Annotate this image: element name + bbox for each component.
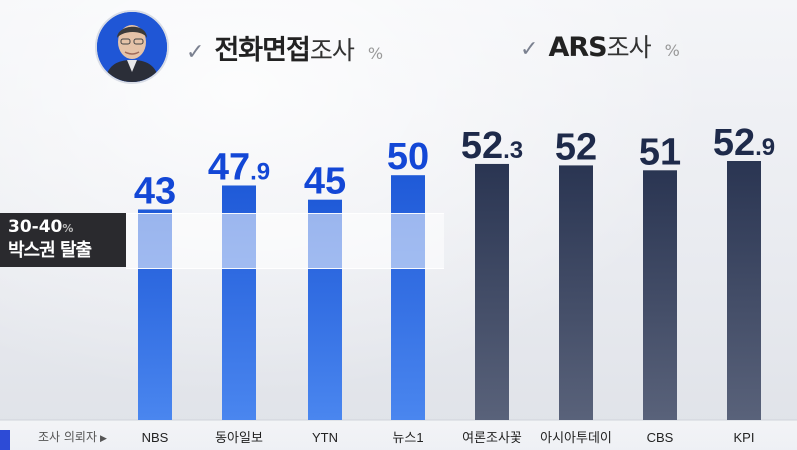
data-label-아시아투데이: 52 — [555, 126, 597, 168]
range-highlight-band — [126, 213, 444, 269]
x-axis-caption: 조사 의뢰자 ▶ — [38, 428, 107, 445]
phone-survey-title-bold: 전화면접 — [214, 35, 310, 66]
corner-accent — [0, 430, 10, 450]
category-label-CBS: CBS — [647, 430, 674, 445]
data-label-동아일보: 47.9 — [208, 146, 270, 188]
badge-unit: % — [62, 222, 74, 235]
category-label-KPI: KPI — [734, 430, 755, 445]
category-label-NBS: NBS — [142, 430, 169, 445]
bar-KPI — [727, 161, 761, 420]
data-label-여론조사꽃: 52.3 — [461, 125, 523, 167]
category-label-아시아투데이: 아시아투데이 — [540, 430, 612, 445]
data-label-KPI: 52.9 — [713, 122, 775, 164]
ars-survey-unit: % — [664, 41, 680, 60]
person-portrait-icon — [97, 12, 167, 82]
bar-뉴스1 — [391, 175, 425, 420]
triangle-right-icon: ▶ — [100, 434, 107, 444]
phone-survey-header: ✓ 전화면접 조사 % — [186, 28, 383, 68]
phone-survey-unit: % — [367, 44, 384, 63]
data-label-CBS: 51 — [639, 131, 681, 173]
ars-survey-title-bold: ARS — [548, 32, 607, 63]
badge-range: 30-40 — [8, 217, 63, 237]
badge-caption: 박스권 탈출 — [8, 240, 92, 261]
check-icon: ✓ — [186, 40, 205, 65]
data-label-YTN: 45 — [304, 161, 346, 203]
check-icon: ✓ — [520, 37, 539, 62]
category-label-여론조사꽃: 여론조사꽃 — [462, 430, 522, 445]
footer-strip — [0, 420, 797, 450]
candidate-avatar — [95, 10, 169, 84]
bar-아시아투데이 — [559, 165, 593, 420]
data-label-뉴스1: 50 — [387, 136, 429, 178]
bar-CBS — [643, 170, 677, 420]
phone-survey-title-rest: 조사 — [309, 36, 355, 65]
range-badge: 30-40% 박스권 탈출 — [0, 213, 126, 267]
ars-survey-header: ✓ ARS 조사 % — [520, 28, 680, 68]
category-label-YTN: YTN — [312, 430, 338, 445]
ars-survey-title-rest: 조사 — [606, 33, 652, 62]
data-label-NBS: 43 — [134, 170, 176, 212]
category-label-동아일보: 동아일보 — [215, 430, 263, 445]
category-label-뉴스1: 뉴스1 — [392, 430, 423, 445]
x-axis-caption-text: 조사 의뢰자 — [38, 430, 98, 444]
bar-여론조사꽃 — [475, 163, 509, 420]
